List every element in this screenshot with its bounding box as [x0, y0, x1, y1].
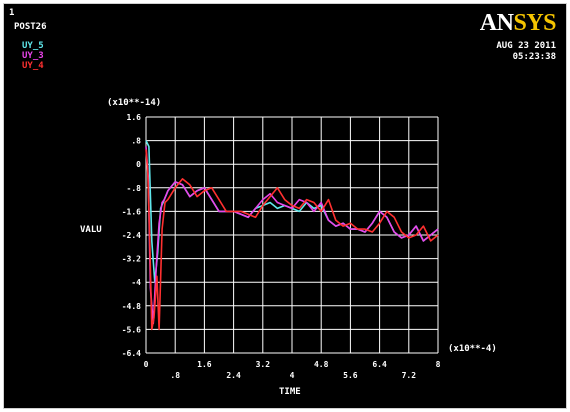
- y-tick-label: -4: [131, 278, 141, 287]
- module-label: POST26: [14, 22, 47, 32]
- y-tick-label: -1.6: [122, 207, 141, 216]
- x-tick-label: 2.4: [226, 371, 241, 380]
- x-tick-label: .8: [170, 371, 180, 380]
- y-tick-label: 0: [136, 160, 141, 169]
- y-tick-label: -2.4: [122, 231, 141, 240]
- y-axis-label: VALU: [80, 225, 102, 235]
- window-number: 1: [9, 8, 15, 18]
- date-stamp: AUG 23 2011: [496, 41, 556, 51]
- x-axis-label: TIME: [279, 387, 301, 397]
- y-tick-label: .8: [131, 137, 141, 146]
- y-tick-label: -.8: [127, 184, 142, 193]
- logo-prefix: AN: [479, 10, 514, 36]
- x-tick-label: 5.6: [343, 371, 358, 380]
- x-tick-label: 4.8: [314, 360, 329, 369]
- x-tick-label: 8: [436, 360, 441, 369]
- legend-entry-uy3: UY_3: [22, 51, 44, 61]
- x-tick-label: 4: [290, 371, 295, 380]
- x-tick-label: 6.4: [372, 360, 387, 369]
- x-tick-label: 7.2: [402, 371, 417, 380]
- y-tick-label: 1.6: [127, 113, 142, 122]
- ansys-logo: ANSYS: [479, 10, 557, 36]
- y-multiplier-label: (x10**-14): [107, 98, 162, 108]
- logo-suffix: SYS: [513, 10, 556, 36]
- y-tick-label: -5.6: [122, 325, 141, 334]
- y-tick-label: -4.8: [122, 302, 141, 311]
- chart-plot: 1.6.80-.8-1.6-2.4-3.2-4-4.8-5.6-6.40 1.6 3…: [122, 113, 441, 380]
- x-tick-label: 3.2: [256, 360, 271, 369]
- x-multiplier-label: (x10**-4): [448, 344, 497, 354]
- y-tick-label: -6.4: [122, 349, 141, 358]
- series-line-uy4: [145, 149, 439, 331]
- time-stamp: 05:23:38: [512, 52, 556, 62]
- legend-entry-uy5: UY_5: [22, 41, 44, 51]
- x-tick-label: 0: [144, 360, 149, 369]
- series-line-uy3: [145, 146, 439, 325]
- ansys-graphics-window: 1 POST26 UY_5 UY_3 UY_4 ANSYS AUG 23 201…: [3, 3, 567, 409]
- y-tick-label: -3.2: [122, 255, 141, 264]
- x-tick-label: 1.6: [197, 360, 212, 369]
- legend-entry-uy4: UY_4: [22, 61, 44, 71]
